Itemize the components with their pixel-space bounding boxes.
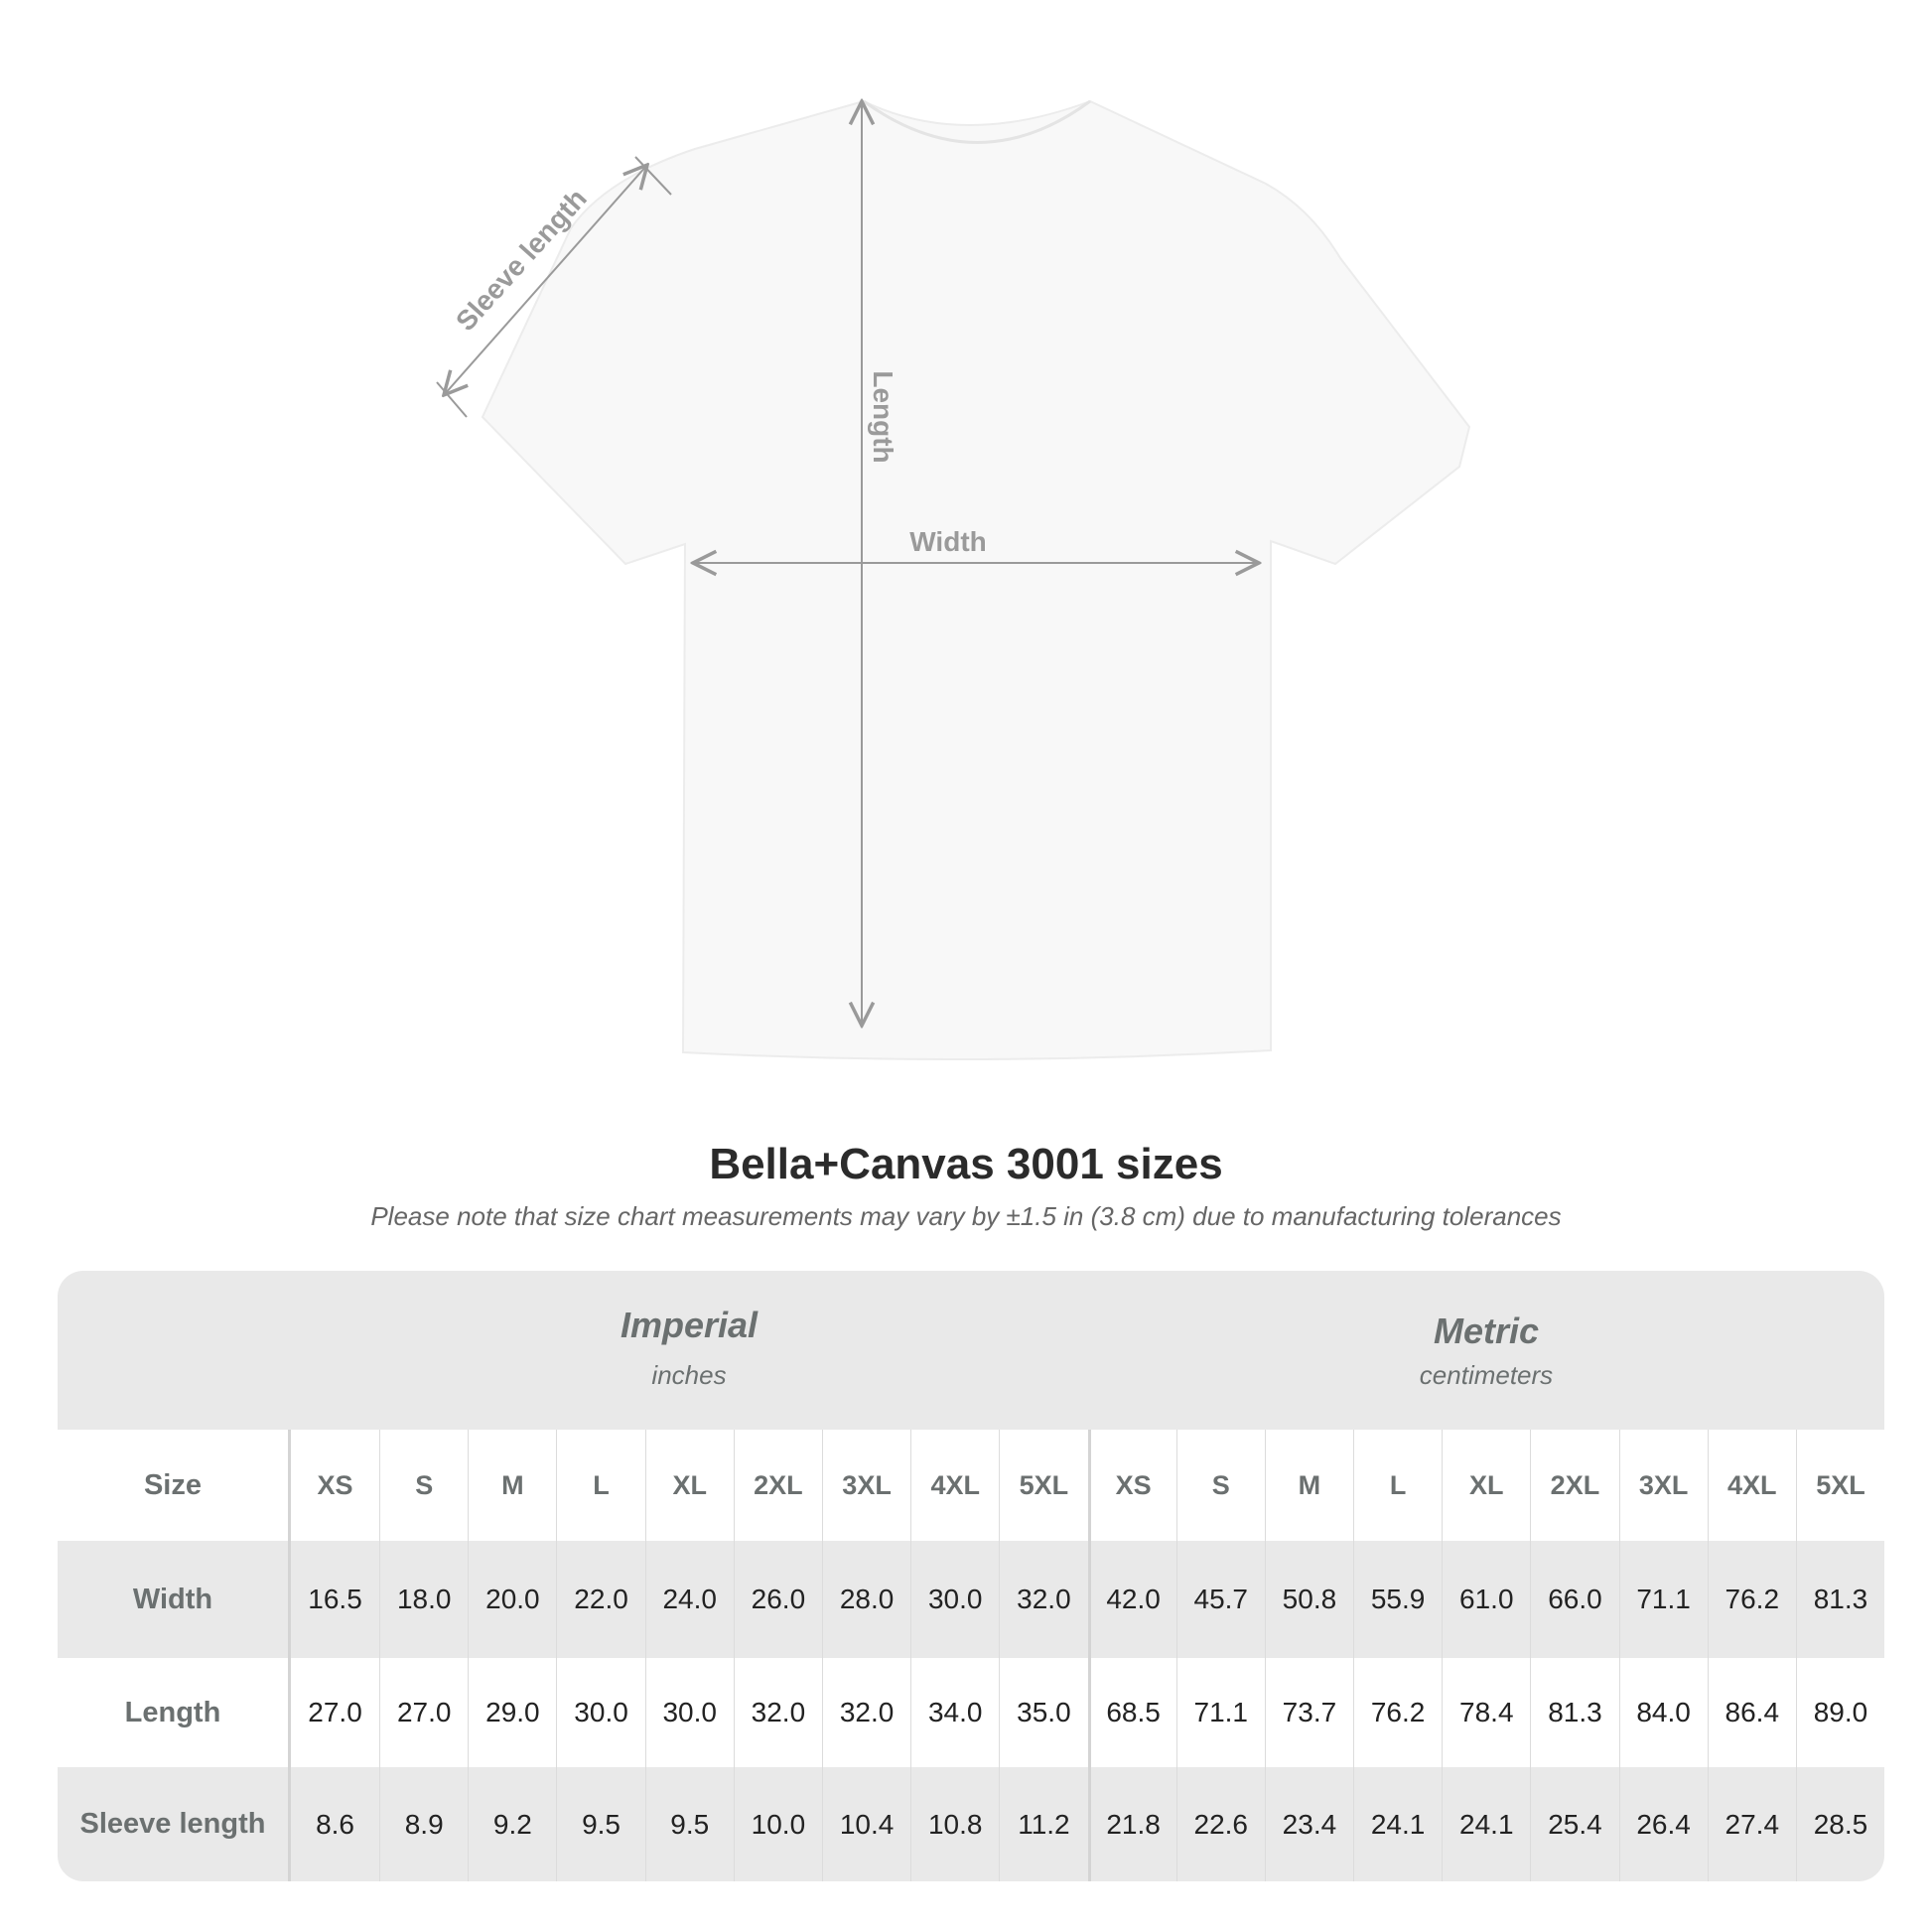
table-row-width: Width 16.5 18.0 20.0 22.0 24.0 26.0 28.0 30.0 32.… <box>58 1541 1884 1658</box>
table-cell: 50.8 <box>1264 1541 1353 1658</box>
sleeve-arrow <box>444 165 647 395</box>
table-cell: 24.1 <box>1353 1767 1442 1881</box>
table-cell: 8.6 <box>316 1808 354 1840</box>
table-cell: 9.2 <box>468 1767 556 1881</box>
table-cell: 71.1 <box>1618 1541 1708 1658</box>
table-cell: 84.0 <box>1618 1658 1708 1767</box>
table-cell: 86.4 <box>1707 1658 1796 1767</box>
row-label: Sleeve length <box>58 1767 291 1881</box>
table-cell: 78.4 <box>1442 1658 1530 1767</box>
table-cell: 5XL <box>999 1430 1087 1541</box>
table-cell: 28.5 <box>1795 1767 1884 1881</box>
table-cell: 23.4 <box>1264 1767 1353 1881</box>
table-cell: 22.6 <box>1175 1767 1265 1881</box>
table-cell: L <box>556 1430 644 1541</box>
table-cell: 61.0 <box>1442 1541 1530 1658</box>
length-label: Length <box>868 370 898 463</box>
table-cell: 32.0 <box>821 1658 910 1767</box>
table-cell: 16.5 <box>308 1584 362 1614</box>
tolerance-note: Please note that size chart measurements… <box>370 1201 1562 1231</box>
page-title: Bella+Canvas 3001 sizes <box>709 1140 1223 1188</box>
table-cell: 21.8 <box>1087 1767 1176 1881</box>
table-cell: 81.3 <box>1795 1541 1884 1658</box>
table-cell: XS <box>1087 1430 1176 1541</box>
table-cell: 10.0 <box>733 1767 822 1881</box>
table-cell: 25.4 <box>1530 1767 1618 1881</box>
table-cell: 35.0 <box>999 1658 1087 1767</box>
width-label: Width <box>909 526 987 557</box>
tshirt-diagram: Sleeve length Length Width <box>436 0 1471 1061</box>
row-label: Length <box>58 1658 291 1767</box>
imperial-unit: inches <box>651 1360 727 1390</box>
metric-header: Metric centimeters <box>1088 1271 1884 1430</box>
imperial-header: Imperial inches <box>291 1271 1087 1430</box>
table-cell: 3XL <box>1618 1430 1708 1541</box>
table-cell: 42.0 <box>1087 1541 1176 1658</box>
table-cell: M <box>468 1430 556 1541</box>
table-cell: 4XL <box>1707 1430 1796 1541</box>
table-cell: 76.2 <box>1353 1658 1442 1767</box>
table-cell: 76.2 <box>1707 1541 1796 1658</box>
table-row-length: Length 27.0 27.0 29.0 30.0 30.0 32.0 32.0 34.0 35… <box>58 1658 1884 1767</box>
table-cell: 22.0 <box>556 1541 644 1658</box>
table-cell: S <box>379 1430 468 1541</box>
table-cell: 32.0 <box>999 1541 1087 1658</box>
table-cell: XS <box>317 1469 353 1500</box>
row-label: Width <box>58 1541 291 1658</box>
table-cell: 30.0 <box>910 1541 999 1658</box>
table-cell: 3XL <box>821 1430 910 1541</box>
table-cell: XL <box>644 1430 734 1541</box>
table-cell: 68.5 <box>1087 1658 1176 1767</box>
table-cell: 66.0 <box>1530 1541 1618 1658</box>
table-cell: 81.3 <box>1530 1658 1618 1767</box>
table-cell: 32.0 <box>733 1658 822 1767</box>
table-cell: 24.0 <box>644 1541 734 1658</box>
tshirt-shape <box>481 99 1471 1061</box>
table-cell: 28.0 <box>821 1541 910 1658</box>
table-cell: 10.4 <box>821 1767 910 1881</box>
table-cell: S <box>1175 1430 1265 1541</box>
table-cell: M <box>1264 1430 1353 1541</box>
table-cell: 27.0 <box>308 1697 362 1727</box>
table-cell: 73.7 <box>1264 1658 1353 1767</box>
table-cell: XL <box>1442 1430 1530 1541</box>
metric-unit: centimeters <box>1419 1360 1554 1390</box>
table-cell: 27.0 <box>379 1658 468 1767</box>
imperial-label: Imperial <box>620 1305 759 1345</box>
table-cell: 2XL <box>733 1430 822 1541</box>
table-cell: 29.0 <box>468 1658 556 1767</box>
table-cell: 4XL <box>910 1430 999 1541</box>
table-cell: 11.2 <box>999 1767 1087 1881</box>
table-cell: 45.7 <box>1175 1541 1265 1658</box>
table-cell: 71.1 <box>1175 1658 1265 1767</box>
table-cell: L <box>1353 1430 1442 1541</box>
table-cell: 24.1 <box>1442 1767 1530 1881</box>
size-table: Imperial inches Metric centimeters Size X… <box>58 1271 1884 1881</box>
table-cell: 30.0 <box>644 1658 734 1767</box>
row-label: Size <box>58 1430 291 1541</box>
table-cell: 9.5 <box>644 1767 734 1881</box>
table-cell: 34.0 <box>910 1658 999 1767</box>
table-cell: 9.5 <box>556 1767 644 1881</box>
table-cell: 2XL <box>1530 1430 1618 1541</box>
table-cell: 30.0 <box>556 1658 644 1767</box>
table-cell: 26.0 <box>733 1541 822 1658</box>
table-cell: 89.0 <box>1795 1658 1884 1767</box>
table-cell: 10.8 <box>910 1767 999 1881</box>
table-cell: 55.9 <box>1353 1541 1442 1658</box>
table-cell: 8.9 <box>379 1767 468 1881</box>
table-row-sleeve-length: Sleeve length 8.6 8.9 9.2 9.5 9.5 10.0 10.4 10.8… <box>58 1767 1884 1881</box>
metric-label: Metric <box>1433 1311 1540 1351</box>
table-cell: 5XL <box>1795 1430 1884 1541</box>
table-cell: 20.0 <box>468 1541 556 1658</box>
table-cell: 26.4 <box>1618 1767 1708 1881</box>
size-header-row: Size XS S M L XL 2XL 3XL 4XL 5XL XS S M L XL 2XL 3XL 4XL 5… <box>58 1430 1884 1541</box>
table-cell: 27.4 <box>1707 1767 1796 1881</box>
table-cell: 18.0 <box>379 1541 468 1658</box>
